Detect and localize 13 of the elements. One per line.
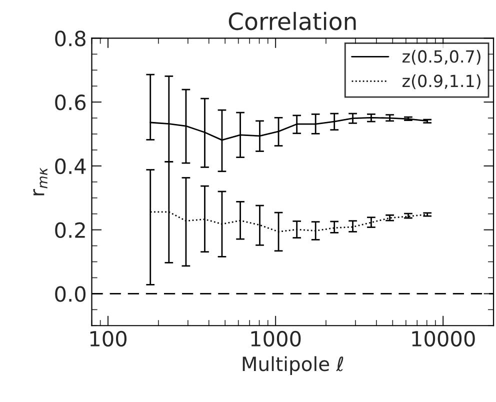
legend-label: z(0.5,0.7): [402, 50, 480, 65]
chart-title: Correlation: [228, 12, 356, 30]
x-tick-label: 1000: [251, 330, 301, 347]
y-tick-label: 0.6: [55, 94, 86, 110]
legend-label: z(0.9,1.1): [402, 74, 480, 90]
x-tick-label: 10000: [412, 330, 475, 347]
x-axis-title: Multipole ℓ: [242, 356, 344, 376]
y-tick-label: 0.0: [55, 286, 86, 302]
y-axis-title: r$_{mκ}$: [33, 168, 48, 196]
x-tick-label: 100: [90, 330, 126, 347]
y-tick-label: 0.4: [55, 158, 86, 174]
y-tick-label: 0.8: [55, 30, 86, 46]
y-tick-label: 0.2: [55, 222, 85, 238]
